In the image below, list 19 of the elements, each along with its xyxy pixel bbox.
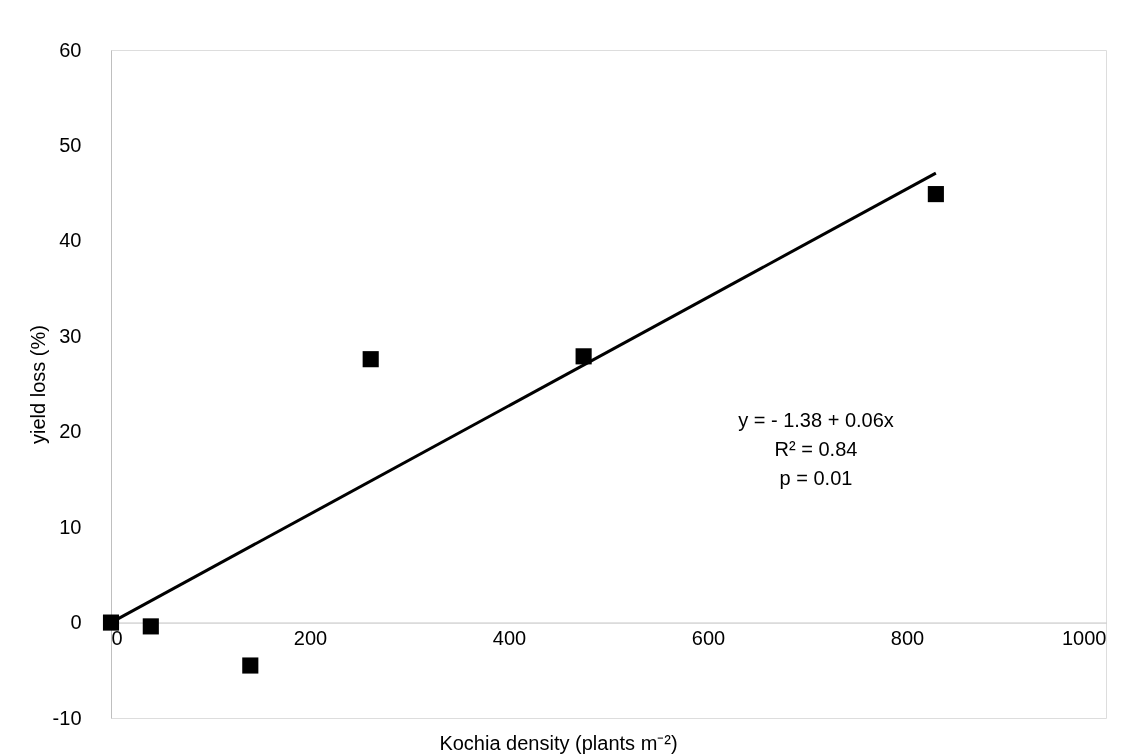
x-axis-title: Kochia density (plants m⁻²): [439, 732, 678, 754]
y-tick-label: 0: [70, 611, 82, 634]
y-tick-label: 60: [59, 38, 82, 61]
x-tick-label: 800: [890, 627, 925, 650]
x-tick-label: 1000: [1062, 627, 1107, 650]
x-tick-label: 0: [111, 627, 123, 650]
x-tick-label: 200: [293, 627, 328, 650]
y-tick-label: 50: [59, 133, 82, 156]
y-tick-label: 20: [59, 420, 82, 443]
y-tick-label: 10: [59, 515, 82, 538]
annotation: y = - 1.38 + 0.06x: [738, 409, 894, 431]
y-tick-label: 30: [59, 324, 82, 347]
x-tick-label: 400: [492, 627, 527, 650]
y-tick-label: -10: [52, 706, 82, 729]
annotation: p = 0.01: [779, 467, 853, 489]
x-tick-label: 600: [691, 627, 726, 650]
y-tick-label: 40: [59, 229, 82, 252]
annotation: R² = 0.84: [774, 438, 858, 460]
y-axis-title: yield loss (%): [26, 325, 49, 444]
